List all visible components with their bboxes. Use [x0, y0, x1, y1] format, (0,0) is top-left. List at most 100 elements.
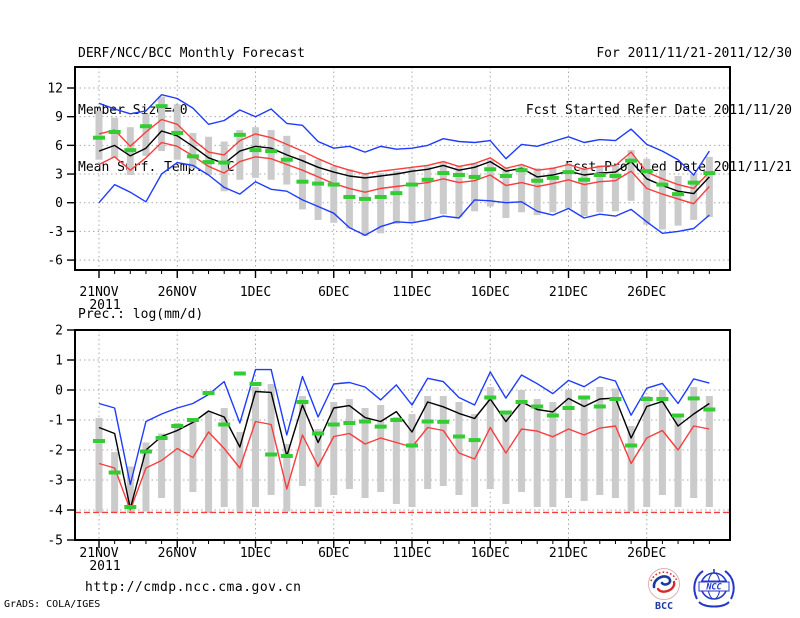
- bcc-logo-swirl-blue: [652, 575, 672, 589]
- bcc-logo-arc-text: [650, 571, 678, 582]
- precip-chart-observation-dash: [437, 419, 450, 424]
- precip-chart-xtick-label: 26NOV: [158, 546, 197, 561]
- temp-chart-spread-bar: [580, 168, 588, 217]
- temp-chart-mean-plus-sd-line: [98, 118, 710, 190]
- temp-chart-observation-dash: [233, 132, 246, 137]
- precip-chart-observation-dash: [546, 413, 559, 418]
- precip-chart-observation-dash: [515, 400, 528, 404]
- precip-chart-spread-bar: [674, 417, 682, 507]
- precip-chart-spread-bar: [455, 402, 463, 495]
- precip-chart-spread-bar: [596, 387, 604, 495]
- precip-chart-spread-bar: [486, 387, 494, 489]
- temp-chart-spread-bar: [596, 165, 604, 213]
- temp-chart-observation-dash: [640, 169, 653, 174]
- temp-chart: 12 9 6 3 0 -3 -6 21NOV 26NOV 1DEC 6DEC 11DEC 16DEC 21…: [47, 66, 731, 313]
- precip-chart-observation-dash: [468, 438, 481, 443]
- precip-chart-ytick-label: 2: [55, 324, 63, 339]
- precip-chart-observation-dash: [139, 449, 152, 454]
- temp-chart-observation-dash: [139, 124, 152, 129]
- temp-chart-xtick-label: 16DEC: [471, 285, 510, 300]
- precip-chart-observation-dash: [202, 391, 215, 395]
- temp-chart-spread-bar: [439, 162, 447, 215]
- precip-chart-observation-dash: [155, 436, 168, 440]
- ncc-logo: NCC: [693, 569, 735, 608]
- precip-chart-xtick-label: 21DEC: [549, 546, 588, 561]
- temp-chart-spread-bar: [611, 165, 619, 212]
- precip-chart-observation-dash: [406, 443, 418, 448]
- precip-chart-spread-bar: [424, 396, 432, 489]
- precip-chart-spread-bar: [439, 396, 447, 486]
- precip-chart-observation-dash: [93, 439, 105, 443]
- temp-chart-spread-bar: [142, 113, 150, 156]
- precip-chart-spread-bar: [95, 417, 103, 513]
- temp-chart-observation-dash: [484, 167, 497, 172]
- temp-chart-spread-bar: [408, 168, 416, 222]
- precip-chart-xtick-label: 26DEC: [627, 546, 666, 561]
- precip-chart-observation-dash: [343, 421, 356, 425]
- temp-chart-ensemble-min-line: [98, 161, 710, 236]
- precip-chart-spread-bar: [283, 444, 291, 512]
- temp-chart-observation-dash: [515, 168, 528, 173]
- temp-chart-spread-bar: [158, 96, 166, 152]
- precip-chart-spread-bar: [298, 396, 306, 486]
- precip-chart-year-label: 2011: [89, 559, 120, 574]
- precip-chart-observation-dash: [280, 454, 293, 458]
- temp-chart-ensemble-max-line: [98, 93, 710, 176]
- precip-chart-xtick-label: 16DEC: [471, 546, 510, 561]
- precip-chart-spread-bar: [111, 452, 119, 513]
- precip-chart-observation-dash: [672, 413, 685, 418]
- temp-chart-observation-dash: [672, 192, 685, 197]
- temp-chart-observation-dash: [390, 191, 403, 196]
- temp-chart-observation-dash: [609, 173, 622, 178]
- precip-chart-ensemble-max-line: [98, 368, 710, 486]
- precip-chart-observation-dash: [108, 470, 121, 475]
- temp-chart-observation-dash: [546, 175, 559, 180]
- temp-chart-observation-dash: [124, 148, 137, 153]
- temp-chart-spread-bar: [205, 136, 213, 175]
- precip-chart-observation-dash: [374, 424, 387, 429]
- forecast-range-label: For 2011/11/21-2011/12/30: [596, 46, 792, 61]
- temp-chart-spread-bar: [455, 165, 463, 218]
- temp-chart-observation-dash: [327, 182, 340, 187]
- temp-chart-ytick-label: 3: [55, 168, 63, 183]
- temp-chart-observation-dash: [359, 196, 372, 201]
- temp-chart-observation-dash: [155, 104, 168, 109]
- precip-chart-title: Prec.: log(mm/d): [78, 307, 204, 322]
- temp-chart-spread-bar: [111, 117, 119, 158]
- precip-chart-observation-dash: [625, 443, 638, 448]
- precip-chart-observation-dash: [656, 397, 669, 401]
- precip-chart-spread-bar: [643, 396, 651, 507]
- precip-chart-observation-dash: [249, 382, 262, 386]
- precip-chart-spread-bar: [345, 399, 353, 489]
- refer-date-label: Fcst Started Refer Date 2011/11/20: [525, 103, 792, 118]
- temp-chart-spread-bar: [518, 164, 526, 213]
- temp-chart-spread-bar: [361, 173, 369, 237]
- precip-chart-observation-dash: [171, 424, 184, 428]
- precip-chart-spread-bar: [220, 408, 228, 507]
- temp-chart-observation-dash: [625, 158, 638, 163]
- precip-chart-observation-dash: [124, 505, 137, 509]
- temp-chart-observation-dash: [531, 178, 544, 183]
- temp-chart-observation-dash: [312, 181, 325, 186]
- temp-chart-xtick-label: 26DEC: [627, 285, 666, 300]
- precip-chart-observation-dash: [687, 396, 700, 401]
- temp-chart-spread-bar: [252, 127, 259, 178]
- temp-chart-spread-bar: [236, 130, 244, 180]
- temp-chart-spread-bar: [565, 163, 572, 209]
- precip-chart-ytick-label: -1: [47, 414, 63, 429]
- precip-chart-spread-bar: [565, 390, 572, 498]
- temp-chart-ensemble-mean-line: [98, 130, 710, 195]
- precip-chart-spread-bar: [533, 399, 541, 507]
- precip-chart-observation-dash: [218, 422, 231, 427]
- precip-chart-observation-dash: [452, 434, 465, 439]
- temp-chart-ytick-label: 6: [55, 139, 63, 154]
- precip-chart-observation-dash: [499, 410, 512, 415]
- temp-chart-observation-dash: [296, 179, 309, 184]
- temp-chart-spread-bar: [486, 159, 494, 207]
- source-url-link[interactable]: http://cmdp.ncc.cma.gov.cn: [85, 580, 302, 595]
- grads-credit: GrADS: COLA/IGES: [4, 599, 101, 610]
- temp-chart-observation-dash: [562, 170, 575, 175]
- temp-chart-observation-dash: [406, 182, 418, 187]
- temp-chart-observation-dash: [687, 180, 700, 185]
